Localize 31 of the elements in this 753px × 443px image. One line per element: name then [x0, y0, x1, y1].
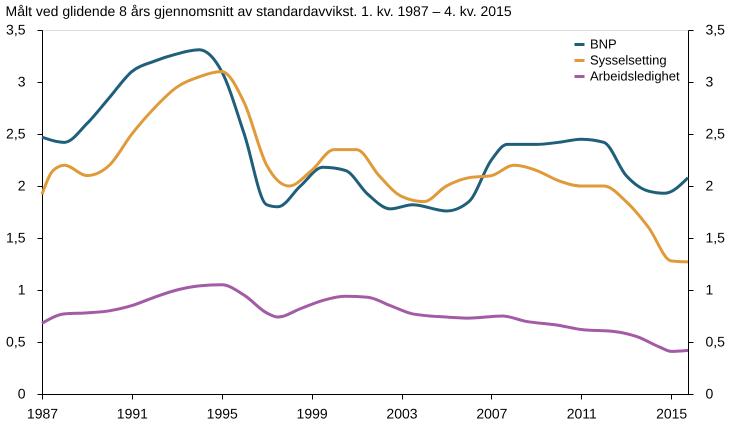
- x-tick-label: 1991: [116, 406, 148, 422]
- y-tick-label: 3,5: [6, 22, 26, 38]
- x-tick-label: 2011: [566, 406, 598, 422]
- y2-tick-label: 0: [706, 386, 714, 402]
- line-series: [40, 283, 690, 353]
- legend-label: BNP: [590, 36, 617, 52]
- x-tick-label: 2015: [656, 406, 688, 422]
- y-tick-label: 0: [18, 386, 26, 402]
- x-tick-label: 1987: [26, 406, 58, 422]
- y-tick-label: 0,5: [6, 334, 26, 350]
- y-tick-label: 2,5: [6, 126, 26, 142]
- y2-tick-label: 2: [706, 178, 714, 194]
- chart-title: Målt ved glidende 8 års gjennomsnitt av standardavvikst. 1. kv. 1987 – 4. kv. 2015: [6, 3, 512, 19]
- line-series: [40, 70, 690, 264]
- x-tick-label: 1999: [296, 406, 328, 422]
- legend-label: Arbeidsledighet: [590, 68, 680, 84]
- y-tick-label: 1,5: [6, 230, 26, 246]
- x-tick-label: 1995: [206, 406, 238, 422]
- y2-tick-label: 0,5: [706, 334, 726, 350]
- y-tick-label: 1: [18, 282, 26, 298]
- y-tick-label: 3: [18, 74, 26, 90]
- y2-tick-label: 1: [706, 282, 714, 298]
- y2-tick-label: 3: [706, 74, 714, 90]
- y2-tick-label: 2,5: [706, 126, 726, 142]
- x-tick-label: 2007: [476, 406, 508, 422]
- x-tick-label: 2003: [386, 406, 418, 422]
- legend-label: Sysselsetting: [590, 52, 667, 68]
- y2-tick-label: 1,5: [706, 230, 726, 246]
- line-series: [40, 48, 690, 212]
- y-tick-label: 2: [18, 178, 26, 194]
- y2-tick-label: 3,5: [706, 22, 726, 38]
